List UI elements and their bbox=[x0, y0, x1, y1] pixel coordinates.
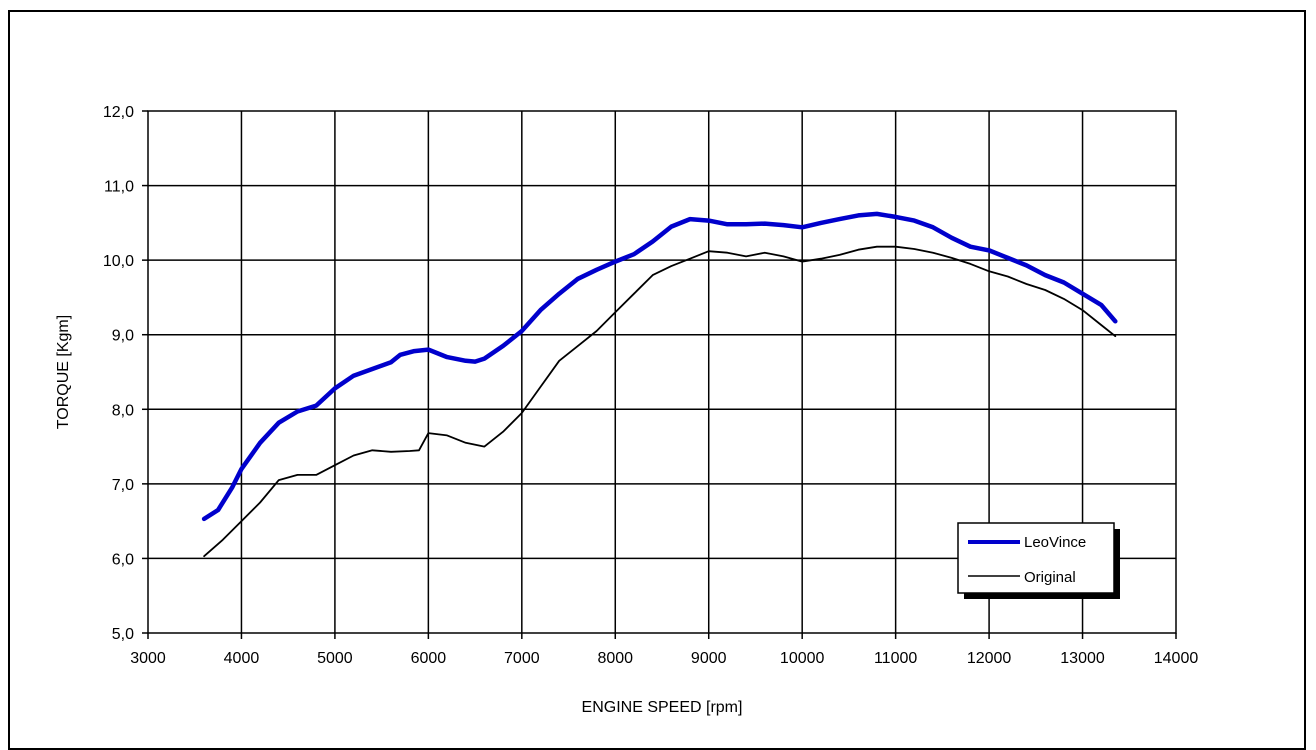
y-tick-label: 12,0 bbox=[103, 104, 134, 121]
y-tick-label: 8,0 bbox=[112, 402, 134, 419]
x-tick-label: 14000 bbox=[1154, 650, 1199, 667]
x-tick-label: 6000 bbox=[411, 650, 447, 667]
legend-box bbox=[957, 522, 1115, 594]
y-tick-label: 10,0 bbox=[103, 253, 134, 270]
y-axis-title: TORQUE [Kgm] bbox=[55, 315, 72, 429]
series-line-leovince bbox=[201, 211, 1118, 522]
x-tick-label: 4000 bbox=[224, 650, 260, 667]
series-line-original bbox=[203, 245, 1117, 558]
x-tick-label: 7000 bbox=[504, 650, 540, 667]
x-tick-labels: 3000 4000 5000 6000 7000 8000 9000 10000 11000 12… bbox=[130, 650, 1198, 667]
x-tick-label: 10000 bbox=[780, 650, 825, 667]
y-tick-label: 6,0 bbox=[112, 551, 134, 568]
legend: LeoVince Original bbox=[957, 522, 1120, 599]
x-tick-label: 3000 bbox=[130, 650, 166, 667]
torque-chart: 3000 4000 5000 6000 7000 8000 9000 10000 11000 12… bbox=[55, 104, 1198, 716]
x-tick-label: 8000 bbox=[597, 650, 633, 667]
y-tick-labels: 5,0 6,0 7,0 8,0 9,0 10,0 11,0 12,0 bbox=[103, 104, 134, 643]
y-tick-label: 5,0 bbox=[112, 626, 134, 643]
legend-label-original: Original bbox=[1024, 569, 1076, 586]
legend-label-leovince: LeoVince bbox=[1024, 534, 1086, 551]
x-tick-label: 5000 bbox=[317, 650, 353, 667]
x-axis-title: ENGINE SPEED [rpm] bbox=[582, 699, 743, 716]
x-tick-label: 11000 bbox=[874, 650, 917, 667]
x-tick-label: 12000 bbox=[967, 650, 1012, 667]
y-tick-label: 7,0 bbox=[112, 477, 134, 494]
axes bbox=[142, 110, 1177, 639]
series-lines bbox=[201, 211, 1118, 558]
y-tick-label: 9,0 bbox=[112, 328, 134, 345]
x-tick-label: 13000 bbox=[1060, 650, 1105, 667]
y-tick-label: 11,0 bbox=[104, 179, 134, 196]
x-tick-label: 9000 bbox=[691, 650, 727, 667]
